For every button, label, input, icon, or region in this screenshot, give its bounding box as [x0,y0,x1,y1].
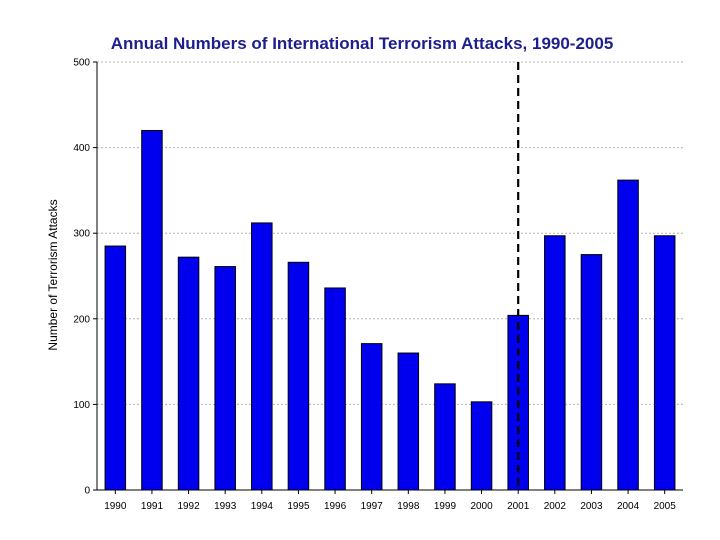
x-tick-label: 2001 [507,501,530,512]
y-tick-label: 400 [73,143,90,154]
bar-2002 [544,235,566,491]
y-tick-label: 300 [73,229,90,240]
axes [96,62,683,491]
x-tick-label: 1993 [214,501,237,512]
bars [104,129,676,491]
bar-1995 [287,261,310,491]
bar-1992 [177,256,200,491]
x-tick-label: 1998 [397,501,420,512]
bar-2000 [470,401,493,491]
bar-1998 [397,352,420,491]
y-axis-label: Number of Terrorism Attacks [46,199,60,350]
x-tick-label: 1992 [177,501,200,512]
bar-1991 [141,129,163,491]
x-tick-label: 1995 [287,501,310,512]
y-tick-label: 500 [73,58,90,69]
x-tick-label: 2005 [654,501,677,512]
bar-2003 [580,254,603,491]
x-tick-label: 1991 [141,501,164,512]
x-tick-label: 1996 [324,501,347,512]
x-tick-label: 1999 [434,501,457,512]
x-tick-label: 1990 [104,501,127,512]
x-tick-label: 1997 [361,501,384,512]
x-tick-labels: 1990 1991 1992 1993 1994 1995 1996 1997 1998 1999… [104,490,676,512]
bar-2005 [653,235,676,491]
y-tick-label: 0 [84,486,90,497]
x-tick-label: 2004 [617,501,640,512]
bar-1993 [214,266,236,491]
y-tick-label: 100 [73,400,90,411]
x-tick-label: 2003 [580,501,603,512]
y-tick-labels: 0 100 200 300 400 500 [73,58,97,497]
x-tick-label: 1994 [251,501,274,512]
x-tick-label: 2002 [544,501,567,512]
chart-title: Annual Numbers of International Terroris… [111,34,614,53]
x-tick-label: 2000 [470,501,493,512]
bar-2004 [617,179,639,491]
bar-1996 [324,287,346,491]
bar-1990 [104,245,127,491]
bar-1994 [251,222,273,491]
bar-1997 [360,343,383,491]
y-tick-label: 200 [73,314,90,325]
bar-1999 [434,383,456,491]
